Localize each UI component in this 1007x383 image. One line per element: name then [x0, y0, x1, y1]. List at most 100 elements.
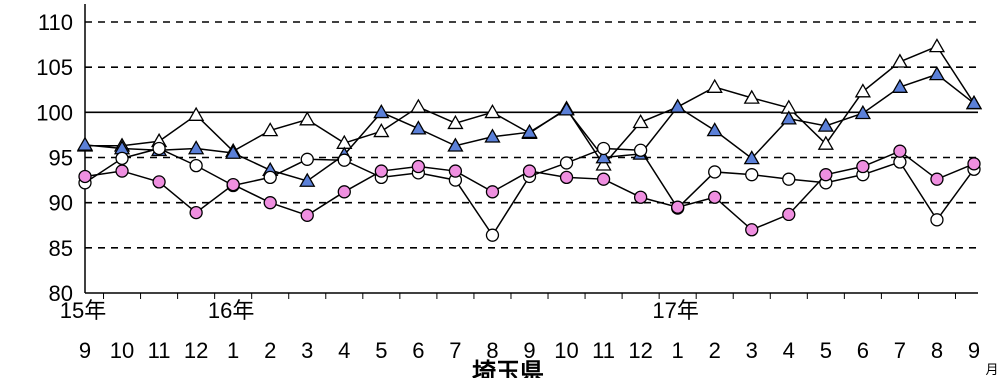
- data-point: [263, 196, 277, 210]
- x-tick-label: 10: [110, 338, 134, 363]
- x-tick-label: 4: [338, 338, 350, 363]
- data-point: [299, 111, 316, 126]
- x-tick-label: 12: [628, 338, 652, 363]
- x-tick-label: 10: [554, 338, 578, 363]
- series-line: [84, 147, 975, 237]
- data-point: [484, 104, 501, 119]
- data-point: [743, 150, 760, 165]
- data-point: [410, 120, 427, 135]
- data-point: [595, 156, 612, 171]
- y-tick-label: 105: [36, 55, 73, 80]
- data-point: [743, 89, 760, 104]
- data-point: [188, 106, 205, 121]
- data-point: [782, 172, 796, 186]
- data-point: [447, 114, 464, 130]
- data-point: [782, 207, 796, 222]
- data-point: [76, 136, 94, 151]
- data-point: [337, 185, 351, 199]
- data-point: [893, 144, 907, 158]
- x-tick-label: 6: [857, 338, 869, 363]
- data-point: [596, 141, 611, 156]
- series: [76, 38, 983, 242]
- data-point: [708, 190, 722, 204]
- series-line: [84, 150, 975, 231]
- data-point: [484, 128, 501, 143]
- data-point: [559, 170, 574, 185]
- data-point: [522, 164, 537, 178]
- data-point: [595, 149, 612, 164]
- x-tick-label: 12: [184, 338, 208, 363]
- x-tick-label: 8: [931, 338, 943, 363]
- data-point: [819, 168, 833, 182]
- data-point: [189, 205, 203, 220]
- data-point: [521, 123, 538, 139]
- data-point: [263, 170, 277, 185]
- y-tick-label: 80: [49, 281, 73, 306]
- data-point: [558, 101, 575, 116]
- chart-title: 埼玉県: [472, 359, 544, 378]
- data-point: [300, 208, 314, 222]
- x-tick-label: 11: [592, 338, 615, 363]
- x-axis-unit: 月: [985, 362, 998, 377]
- data-point: [780, 110, 797, 125]
- data-point: [410, 98, 427, 113]
- data-point: [559, 156, 574, 170]
- data-point: [706, 122, 723, 137]
- data-point: [706, 78, 723, 93]
- data-point: [708, 165, 722, 179]
- x-tick-label: 5: [820, 338, 832, 363]
- data-point: [152, 175, 166, 189]
- data-point: [891, 53, 909, 68]
- data-point: [225, 144, 242, 159]
- year-label: 15年: [60, 298, 106, 323]
- data-point: [891, 78, 909, 93]
- data-point: [633, 143, 648, 157]
- x-tick-label: 1: [227, 338, 239, 363]
- data-point: [411, 159, 426, 174]
- series-line: [85, 45, 975, 166]
- data-point: [299, 172, 316, 187]
- x-tick-label: 2: [264, 338, 276, 363]
- x-tick-label: 6: [412, 338, 424, 363]
- x-tick-label: 7: [449, 338, 461, 363]
- x-tick-label: 2: [709, 338, 721, 363]
- x-tick-label: 3: [301, 338, 313, 363]
- data-point: [967, 157, 981, 171]
- y-tick-label: 100: [36, 100, 73, 125]
- data-point: [856, 159, 870, 174]
- data-point: [448, 164, 463, 178]
- y-tick-label: 85: [49, 236, 73, 261]
- x-tick-label: 3: [746, 338, 758, 363]
- data-point: [930, 213, 944, 227]
- x-tick-label: 4: [783, 338, 795, 363]
- data-point: [115, 151, 129, 166]
- data-point: [447, 137, 464, 152]
- data-point: [854, 104, 871, 120]
- data-point: [632, 113, 649, 129]
- x-tick-label: 9: [968, 338, 980, 363]
- x-tick-label: 8: [486, 338, 498, 363]
- data-point: [226, 177, 240, 192]
- data-point: [374, 164, 388, 178]
- x-tick-label: 9: [79, 338, 91, 363]
- data-point: [189, 158, 203, 173]
- data-point: [928, 66, 946, 81]
- data-point: [854, 83, 871, 98]
- data-point: [152, 141, 166, 156]
- data-point: [745, 168, 759, 182]
- data-point: [596, 172, 611, 186]
- data-point: [115, 164, 129, 178]
- data-point: [300, 152, 314, 166]
- data-point: [373, 122, 390, 138]
- data-point: [745, 223, 759, 237]
- data-point: [78, 169, 92, 184]
- data-point: [633, 190, 648, 204]
- data-point: [337, 153, 351, 167]
- y-tick-label: 90: [49, 191, 73, 216]
- data-point: [817, 135, 834, 150]
- year-label: 17年: [652, 298, 698, 323]
- year-label: 16年: [208, 298, 254, 323]
